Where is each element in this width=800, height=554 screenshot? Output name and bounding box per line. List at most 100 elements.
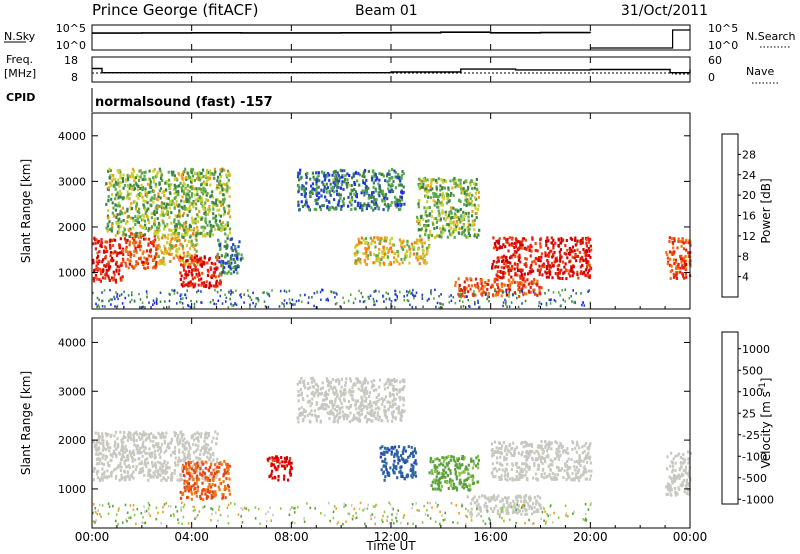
velocity-cell: [287, 461, 290, 465]
power-cell: [394, 186, 397, 190]
power-cell: [368, 204, 371, 208]
power-cell: [163, 244, 166, 248]
velocity-cell: [197, 466, 200, 470]
power-cell: [391, 243, 394, 247]
power-cell: [228, 215, 232, 219]
power-cell: [120, 192, 123, 196]
velocity-cell: [177, 463, 180, 467]
velocity-cell: [396, 388, 399, 392]
power-cell: [129, 250, 132, 254]
velocity-cell: [303, 383, 306, 386]
power-cell: [370, 177, 374, 180]
velocity-cell: [135, 439, 138, 442]
velocity-cell: [336, 393, 339, 397]
power-cell: [382, 247, 385, 251]
power-cell: [207, 270, 210, 274]
power-cell: [201, 301, 203, 304]
velocity-cell: [364, 399, 367, 403]
velocity-cell: [110, 453, 113, 457]
power-cell: [162, 221, 165, 225]
power-cell: [191, 174, 195, 178]
power-cell: [168, 299, 171, 303]
power-cell: [389, 204, 392, 207]
power-cell: [530, 263, 533, 267]
velocity-cell: [394, 417, 397, 421]
power-cell: [552, 291, 555, 294]
power-cell: [111, 276, 114, 280]
power-cell: [500, 265, 503, 269]
velocity-cell: [391, 399, 394, 403]
power-cell: [375, 299, 378, 303]
velocity-cell: [138, 448, 141, 452]
power-cell: [224, 240, 227, 244]
power-cell: [148, 177, 151, 181]
power-cell: [133, 238, 136, 242]
power-cell: [374, 201, 378, 205]
velocity-cell: [400, 410, 403, 414]
velocity-cell: [138, 471, 141, 475]
power-cell: [306, 204, 309, 208]
velocity-cell: [119, 430, 122, 434]
power-cell: [397, 173, 400, 176]
power-cell: [444, 210, 447, 214]
power-cell: [390, 250, 394, 254]
velocity-cell: [140, 462, 143, 465]
power-cell: [229, 297, 231, 301]
velocity-cell: [159, 456, 162, 459]
velocity-cell: [102, 446, 105, 450]
power-cell: [538, 304, 540, 308]
power-cell: [457, 178, 460, 182]
power-cell: [171, 199, 174, 203]
power-cell: [574, 236, 577, 240]
power-cell: [322, 204, 325, 208]
velocity-cell: [415, 462, 418, 466]
power-cell: [188, 175, 191, 179]
power-cell: [379, 239, 382, 242]
power-cell: [399, 183, 402, 187]
power-cell: [186, 232, 189, 236]
power-cell: [263, 291, 265, 294]
power-cell: [141, 213, 144, 217]
velocity-cell: [180, 430, 183, 434]
velocity-cell: [395, 407, 398, 411]
velocity-cell: [147, 478, 150, 482]
power-cell: [218, 244, 222, 248]
power-cell: [568, 252, 571, 255]
velocity-cell: [124, 450, 127, 454]
power-cell: [412, 247, 415, 251]
power-cell: [528, 270, 531, 274]
power-cell: [170, 252, 173, 256]
power-cell: [462, 210, 465, 214]
power-cell: [521, 243, 524, 247]
power-cell: [361, 189, 364, 193]
power-cell: [232, 270, 236, 274]
power-cell: [579, 259, 582, 263]
power-cell: [160, 249, 163, 253]
velocity-cell: [297, 390, 300, 393]
power-cell: [241, 256, 244, 260]
power-cell: [214, 262, 217, 266]
nave-label: Nave: [746, 65, 774, 78]
velocity-cell: [123, 460, 126, 463]
power-cell: [226, 271, 229, 275]
power-cell: [305, 176, 308, 179]
power-cell: [174, 214, 177, 218]
power-cell: [529, 281, 532, 285]
power-cell: [402, 247, 405, 251]
velocity-cell: [393, 445, 397, 449]
power-cell: [134, 207, 138, 211]
power-cell: [103, 289, 106, 292]
velocity-cell: [189, 475, 192, 479]
power-cell: [416, 241, 419, 245]
power-cell: [547, 275, 550, 279]
power-cell: [169, 240, 172, 244]
velocity-cell: [159, 447, 162, 451]
power-cell: [423, 189, 426, 193]
power-cell: [174, 244, 177, 247]
velocity-cell: [204, 460, 207, 464]
power-cell: [350, 208, 353, 211]
power-cell: [524, 257, 527, 260]
power-cell: [396, 202, 399, 206]
power-cell: [180, 186, 183, 190]
power-cell: [421, 179, 424, 183]
